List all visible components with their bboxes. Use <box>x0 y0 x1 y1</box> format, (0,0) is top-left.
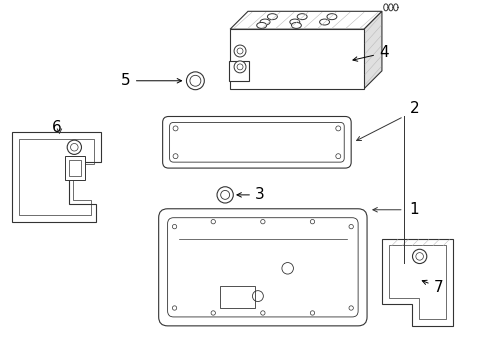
Circle shape <box>237 64 243 70</box>
Circle shape <box>413 249 427 264</box>
Circle shape <box>336 126 341 131</box>
Circle shape <box>234 61 246 73</box>
Ellipse shape <box>260 19 270 25</box>
Ellipse shape <box>292 22 301 28</box>
Text: 4: 4 <box>353 45 389 61</box>
Text: 1: 1 <box>410 202 419 217</box>
Circle shape <box>349 224 353 229</box>
Ellipse shape <box>327 14 337 20</box>
Text: 2: 2 <box>410 102 419 117</box>
Circle shape <box>336 154 341 159</box>
Circle shape <box>261 220 265 224</box>
Ellipse shape <box>319 19 330 25</box>
Circle shape <box>416 253 423 260</box>
Polygon shape <box>12 132 101 222</box>
Circle shape <box>349 306 353 310</box>
Ellipse shape <box>290 19 300 25</box>
Circle shape <box>187 72 204 90</box>
Polygon shape <box>230 29 364 89</box>
Ellipse shape <box>268 14 277 20</box>
Circle shape <box>237 48 243 54</box>
Circle shape <box>172 306 177 310</box>
Bar <box>70 160 81 176</box>
Circle shape <box>173 154 178 159</box>
Polygon shape <box>364 11 382 89</box>
Circle shape <box>220 190 230 199</box>
Circle shape <box>172 224 177 229</box>
Text: 7: 7 <box>422 280 443 295</box>
Text: 6: 6 <box>51 120 61 135</box>
Text: 5: 5 <box>121 73 182 88</box>
Circle shape <box>71 144 78 151</box>
FancyBboxPatch shape <box>159 209 367 326</box>
Circle shape <box>310 220 315 224</box>
Ellipse shape <box>297 14 307 20</box>
Circle shape <box>190 75 201 86</box>
Bar <box>220 286 255 308</box>
Circle shape <box>211 220 216 224</box>
Circle shape <box>67 140 81 154</box>
Polygon shape <box>382 239 453 326</box>
Polygon shape <box>230 11 382 29</box>
Circle shape <box>211 311 216 315</box>
Circle shape <box>217 187 233 203</box>
Text: 3: 3 <box>237 188 265 202</box>
Bar <box>229 61 249 81</box>
Circle shape <box>310 311 315 315</box>
FancyBboxPatch shape <box>163 117 351 168</box>
Circle shape <box>173 126 178 131</box>
Ellipse shape <box>257 22 267 28</box>
Circle shape <box>261 311 265 315</box>
Bar <box>65 156 85 180</box>
Circle shape <box>234 45 246 57</box>
